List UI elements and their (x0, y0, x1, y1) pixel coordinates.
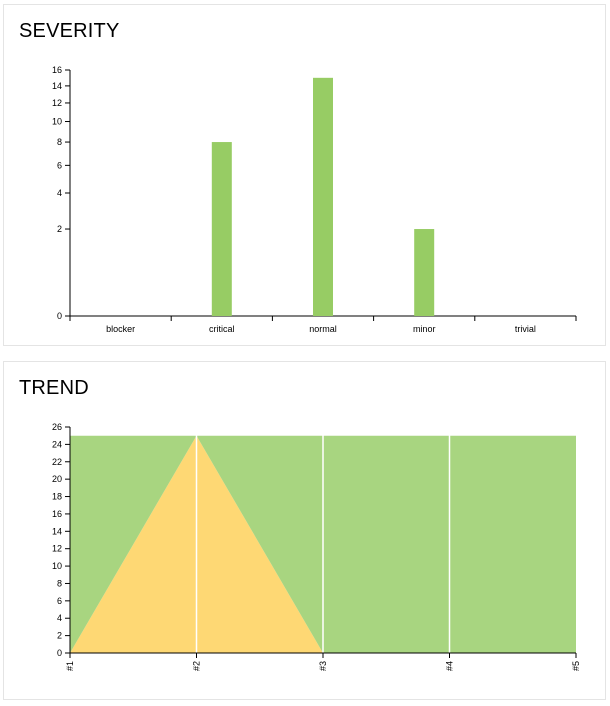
bar-normal (313, 77, 333, 316)
x-tick-label: #1 (65, 661, 75, 671)
y-tick-label: 12 (52, 98, 62, 108)
y-tick-label: 4 (57, 188, 62, 198)
y-tick-label: 0 (57, 648, 62, 658)
x-tick-label: normal (309, 324, 337, 334)
severity-chart: 0 2 4 6 8 10 12 14 16 blocker critical normal minor t… (52, 65, 577, 334)
x-tick-label: #3 (318, 661, 328, 671)
y-tick-label: 14 (52, 81, 62, 91)
y-tick-label: 14 (52, 526, 62, 536)
y-tick-label: 22 (52, 457, 62, 467)
x-tick-label: critical (209, 324, 235, 334)
y-tick-label: 8 (57, 578, 62, 588)
y-tick-label: 20 (52, 474, 62, 484)
severity-widget: SEVERITY 0 2 4 6 8 10 12 14 16 blocker critical nor… (3, 4, 606, 346)
y-tick-label: 6 (57, 596, 62, 606)
x-tick-label: minor (413, 324, 436, 334)
severity-title: SEVERITY (19, 20, 120, 42)
y-tick-label: 26 (52, 422, 62, 432)
y-tick-label: 0 (57, 311, 62, 321)
y-tick-label: 16 (52, 65, 62, 75)
bar-critical (211, 142, 232, 316)
x-tick-label: #2 (192, 661, 202, 671)
y-tick-label: 18 (52, 492, 62, 502)
y-tick-label: 16 (52, 509, 62, 519)
trend-widget: TREND 0 2 4 6 8 10 12 14 16 18 20 22 24 26 #1 #2 #3 #4 #5 (3, 361, 606, 700)
y-tick-label: 10 (52, 117, 62, 127)
y-tick-label: 6 (57, 160, 62, 170)
y-tick-label: 2 (57, 224, 62, 234)
x-tick-label: #4 (445, 661, 455, 671)
bar-minor (414, 229, 435, 316)
x-tick-label: #5 (571, 661, 581, 671)
y-tick-label: 8 (57, 137, 62, 147)
y-tick-label: 4 (57, 613, 62, 623)
x-tick-label: trivial (515, 324, 536, 334)
x-tick-label: blocker (106, 324, 135, 334)
y-tick-label: 10 (52, 561, 62, 571)
y-tick-label: 24 (52, 439, 62, 449)
y-tick-label: 2 (57, 631, 62, 641)
trend-title: TREND (19, 377, 89, 399)
y-tick-label: 12 (52, 544, 62, 554)
